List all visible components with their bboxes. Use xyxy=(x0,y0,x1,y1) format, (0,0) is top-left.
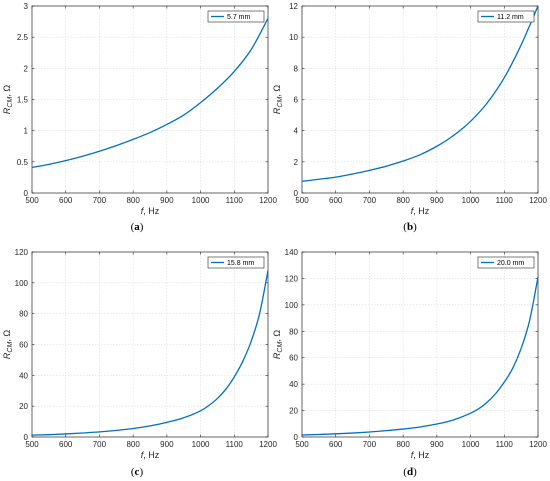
y-tick-label: 20 xyxy=(289,407,298,416)
series-line xyxy=(301,5,539,182)
axes-frame xyxy=(301,251,539,438)
x-tick-label: 1100 xyxy=(496,440,514,449)
series-line xyxy=(301,276,539,436)
x-tick-label: 700 xyxy=(363,196,377,205)
y-tick-label: 60 xyxy=(289,354,298,363)
y-tick-label: 2 xyxy=(294,158,299,167)
y-tick-label: 80 xyxy=(289,327,298,336)
y-axis-label: RCM, Ω xyxy=(272,85,284,114)
legend-entry: 15.8 mm xyxy=(227,260,254,267)
plot-area xyxy=(302,252,538,437)
x-axis-label: f, Hz xyxy=(411,206,430,216)
x-tick-label: 1200 xyxy=(529,440,547,449)
legend: 5.7 mm xyxy=(207,10,265,23)
x-axis-label: f, Hz xyxy=(411,450,430,460)
x-axis-label: f, Hz xyxy=(141,450,160,460)
y-tick-label: 60 xyxy=(19,341,28,350)
x-tick-label: 500 xyxy=(295,440,309,449)
y-tick-label: 120 xyxy=(15,248,29,257)
legend: 11.2 mm xyxy=(477,10,535,23)
legend-box xyxy=(477,256,535,269)
panel-label: (d) xyxy=(403,466,417,478)
y-tick-label: 0.5 xyxy=(17,158,29,167)
chart-panel-2: 500 600 700 800 900 1000 1100 1200 0 2 4 6 8 10 12 f, H… xyxy=(272,2,547,233)
x-tick-label: 500 xyxy=(25,440,39,449)
chart-panel-3: 500 600 700 800 900 1000 1100 1200 0 20 40 60 80 100 1… xyxy=(2,248,277,478)
y-tick-label: 3 xyxy=(24,2,29,11)
x-tick-label: 1100 xyxy=(496,196,514,205)
x-tick-label: 1000 xyxy=(192,440,210,449)
legend-box xyxy=(207,256,265,269)
y-tick-label: 1 xyxy=(24,127,29,136)
chart-panel-4: 500 600 700 800 900 1000 1100 1200 0 20 40 60 80 100 1… xyxy=(272,248,547,478)
legend-entry: 11.2 mm xyxy=(497,14,524,21)
x-tick-label: 1100 xyxy=(226,440,244,449)
y-tick-label: 0 xyxy=(294,433,299,442)
x-tick-label: 500 xyxy=(295,196,309,205)
y-tick-label: 100 xyxy=(15,279,29,288)
x-tick-label: 1200 xyxy=(529,196,547,205)
y-tick-label: 100 xyxy=(285,301,299,310)
y-tick-label: 0 xyxy=(294,189,299,198)
legend-entry: 5.7 mm xyxy=(227,14,251,21)
x-tick-label: 1100 xyxy=(226,196,244,205)
y-tick-label: 4 xyxy=(294,127,299,136)
y-axis-label: RCM, Ω xyxy=(272,330,284,359)
y-tick-label: 40 xyxy=(19,371,28,380)
y-tick-label: 12 xyxy=(289,2,298,11)
panel-label: (b) xyxy=(403,221,417,233)
y-tick-label: 140 xyxy=(285,248,299,257)
x-tick-label: 800 xyxy=(396,196,410,205)
x-tick-label: 800 xyxy=(396,440,410,449)
x-tick-label: 600 xyxy=(59,196,73,205)
x-tick-label: 1200 xyxy=(259,196,277,205)
legend: 15.8 mm xyxy=(207,256,265,269)
panel-label: (c) xyxy=(131,466,144,478)
x-tick-label: 600 xyxy=(329,196,343,205)
x-tick-label: 800 xyxy=(126,440,140,449)
x-tick-label: 700 xyxy=(363,440,377,449)
y-axis-label: RCM, Ω xyxy=(2,85,14,114)
x-axis-label: f, Hz xyxy=(141,206,160,216)
y-tick-label: 40 xyxy=(289,380,298,389)
x-tick-label: 900 xyxy=(430,440,444,449)
chart-panel-1: 500 600 700 800 900 1000 1100 1200 0 0.5 1 1.5 2 2.5 3… xyxy=(2,2,277,233)
y-tick-label: 20 xyxy=(19,402,28,411)
y-tick-label: 0 xyxy=(24,189,29,198)
x-tick-label: 1000 xyxy=(192,196,210,205)
x-tick-label: 600 xyxy=(329,440,343,449)
y-tick-label: 6 xyxy=(294,96,299,105)
x-tick-label: 500 xyxy=(25,196,39,205)
y-tick-label: 120 xyxy=(285,274,299,283)
x-tick-label: 1000 xyxy=(462,196,480,205)
y-tick-label: 2.5 xyxy=(17,33,29,42)
y-tick-label: 80 xyxy=(19,310,28,319)
x-tick-label: 800 xyxy=(126,196,140,205)
panel-label: (a) xyxy=(131,221,144,233)
y-tick-label: 0 xyxy=(24,433,29,442)
y-tick-label: 10 xyxy=(289,33,298,42)
y-tick-label: 8 xyxy=(294,64,299,73)
x-tick-label: 600 xyxy=(59,440,73,449)
x-tick-label: 900 xyxy=(160,440,174,449)
x-tick-label: 1200 xyxy=(259,440,277,449)
x-tick-label: 1000 xyxy=(462,440,480,449)
legend-box xyxy=(477,10,535,23)
series-line xyxy=(31,270,269,436)
x-tick-label: 900 xyxy=(160,196,174,205)
y-axis-label: RCM, Ω xyxy=(2,330,14,359)
legend-entry: 20.0 mm xyxy=(497,260,524,267)
legend: 20.0 mm xyxy=(477,256,535,269)
x-tick-label: 700 xyxy=(93,440,107,449)
legend-box xyxy=(207,10,265,23)
y-tick-label: 1.5 xyxy=(17,96,29,105)
x-tick-label: 700 xyxy=(93,196,107,205)
series-line xyxy=(31,18,269,169)
y-tick-label: 2 xyxy=(24,64,29,73)
x-tick-label: 900 xyxy=(430,196,444,205)
